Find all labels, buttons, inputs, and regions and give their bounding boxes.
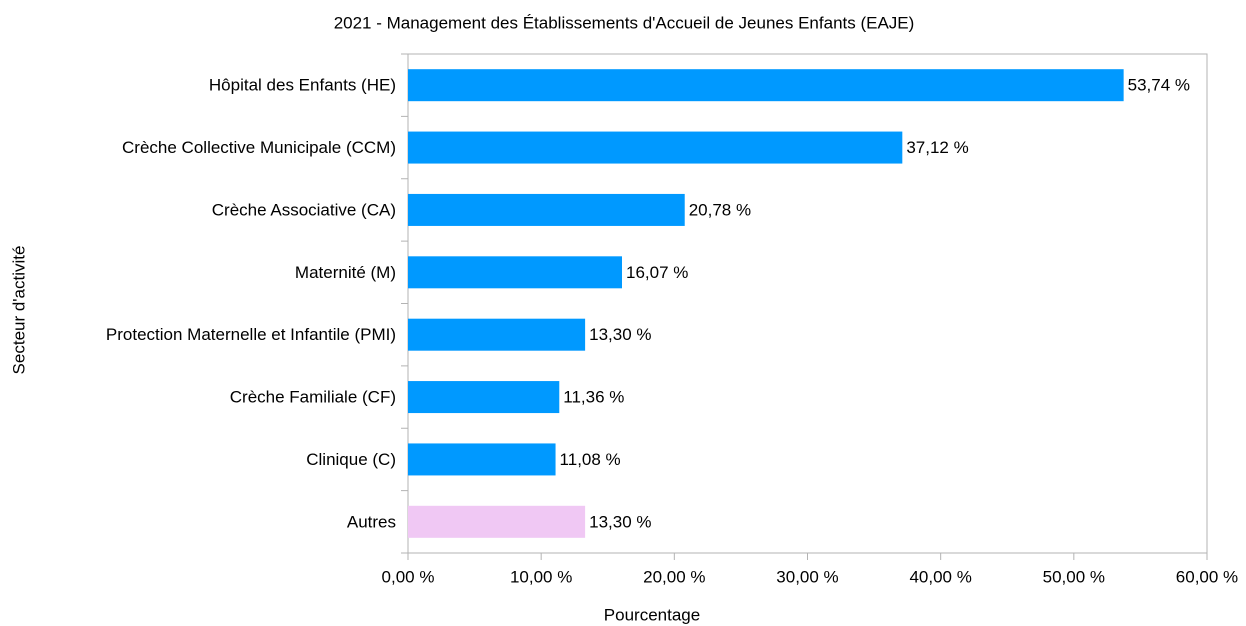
y-tick-label: Clinique (C)	[306, 450, 396, 469]
x-axis-label: Pourcentage	[604, 605, 700, 624]
y-tick-label: Crèche Familiale (CF)	[230, 388, 396, 407]
value-label: 53,74 %	[1128, 76, 1190, 95]
y-tick-label: Maternité (M)	[295, 263, 396, 282]
value-label: 37,12 %	[906, 138, 968, 157]
value-label: 11,08 %	[560, 450, 621, 469]
x-tick-label: 20,00 %	[643, 567, 705, 586]
chart-title: 2021 - Management des Établissements d'A…	[334, 13, 915, 32]
x-tick-label: 0,00 %	[382, 567, 435, 586]
value-label: 13,30 %	[589, 512, 651, 531]
bar	[408, 381, 560, 414]
value-label: 16,07 %	[626, 263, 688, 282]
y-tick-label: Crèche Associative (CA)	[212, 200, 396, 219]
bar	[408, 318, 586, 351]
bar	[408, 443, 556, 476]
x-tick-label: 40,00 %	[909, 567, 971, 586]
value-label: 20,78 %	[689, 200, 751, 219]
y-tick-label: Autres	[347, 512, 396, 531]
x-tick-label: 10,00 %	[510, 567, 572, 586]
y-tick-label: Protection Maternelle et Infantile (PMI)	[106, 325, 396, 344]
x-tick-label: 50,00 %	[1043, 567, 1105, 586]
y-axis-label: Secteur d'activité	[9, 246, 28, 375]
y-tick-label: Hôpital des Enfants (HE)	[209, 76, 396, 95]
bar	[408, 256, 622, 289]
bar	[408, 69, 1124, 102]
value-label: 13,30 %	[589, 325, 651, 344]
value-label: 11,36 %	[563, 388, 624, 407]
bar	[408, 131, 903, 164]
bar	[408, 193, 685, 226]
x-tick-label: 60,00 %	[1176, 567, 1238, 586]
bar	[408, 505, 586, 538]
y-tick-label: Crèche Collective Municipale (CCM)	[122, 138, 396, 157]
x-tick-label: 30,00 %	[776, 567, 838, 586]
